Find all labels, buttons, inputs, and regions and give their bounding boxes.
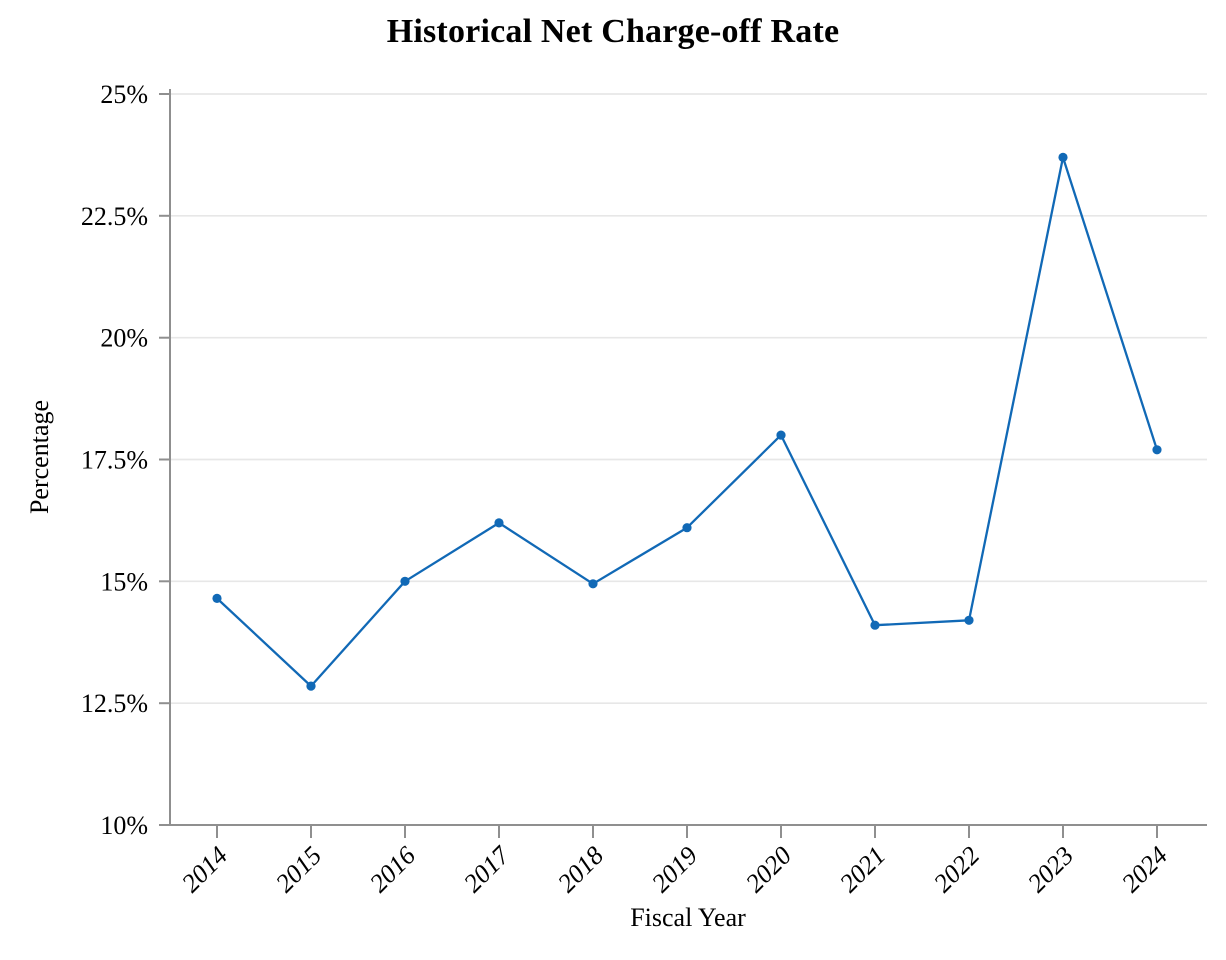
series-line [215, 156, 1159, 688]
data-point-2014 [212, 593, 222, 604]
x-tick-label: 2015 [270, 841, 327, 898]
data-point-2017 [494, 518, 504, 528]
data-point-2020 [776, 430, 786, 440]
x-tick-label: 2018 [552, 841, 609, 898]
data-point-2018 [588, 579, 598, 589]
y-tick-label: 22.5% [81, 202, 148, 231]
y-tick-label: 12.5% [81, 689, 148, 718]
data-point-2021 [870, 620, 880, 630]
x-tick-label: 2024 [1116, 841, 1173, 898]
x-tick-label: 2020 [740, 841, 797, 898]
y-tick-label: 10% [100, 811, 148, 840]
y-tick-label: 17.5% [81, 446, 148, 475]
data-point-2023 [1058, 152, 1068, 162]
y-tick-label: 25% [100, 80, 148, 109]
x-tick-label: 2016 [364, 841, 421, 898]
x-tick-label: 2017 [458, 840, 516, 898]
data-point-2024 [1152, 445, 1162, 455]
data-point-2022 [964, 615, 974, 625]
chart-title: Historical Net Charge-off Rate [386, 13, 840, 50]
x-tick-label: 2021 [834, 841, 891, 898]
x-tick-label: 2019 [646, 841, 703, 898]
y-tick-label: 15% [100, 567, 148, 596]
data-point-2019 [682, 523, 692, 533]
y-axis-title: Percentage [25, 399, 54, 515]
x-tick-label: 2022 [928, 841, 985, 898]
data-point-2016 [400, 576, 410, 586]
x-axis-title: Fiscal Year [630, 903, 746, 932]
x-tick-label: 2014 [176, 841, 233, 898]
x-tick-label: 2023 [1022, 841, 1079, 898]
y-tick-label: 20% [100, 324, 148, 353]
data-point-2015 [306, 681, 316, 691]
